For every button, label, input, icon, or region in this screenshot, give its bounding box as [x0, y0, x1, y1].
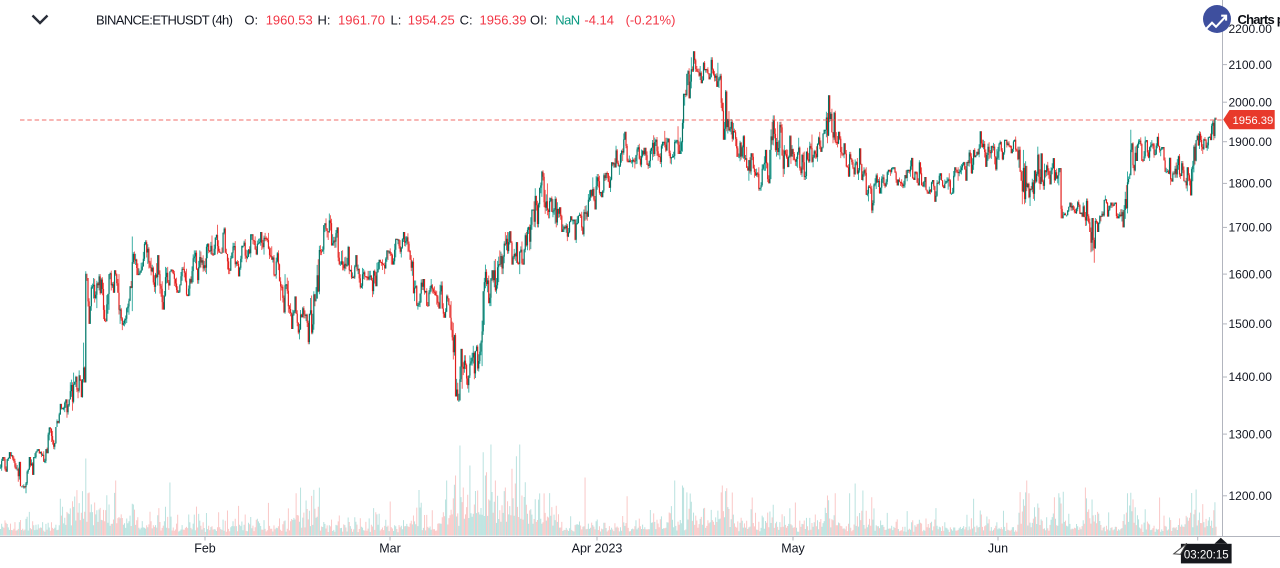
svg-text:03:20:15: 03:20:15 [1184, 549, 1229, 561]
svg-text:1900.00: 1900.00 [1229, 135, 1273, 149]
svg-text:1800.00: 1800.00 [1229, 177, 1273, 191]
svg-text:2000.00: 2000.00 [1229, 95, 1273, 109]
svg-text:1600.00: 1600.00 [1229, 267, 1273, 281]
svg-text:Charts pow: Charts pow [1238, 12, 1280, 27]
svg-text:Jun: Jun [988, 542, 1008, 556]
svg-text:BINANCE:ETHUSDT (4h)O:1960.53H: BINANCE:ETHUSDT (4h) O: 1960.53 H: 1961.70 L:… [96, 13, 675, 28]
svg-text:2200.00: 2200.00 [1229, 22, 1273, 36]
svg-text:1700.00: 1700.00 [1229, 221, 1273, 235]
svg-text:1400.00: 1400.00 [1229, 370, 1273, 384]
svg-text:Apr 2023: Apr 2023 [572, 542, 623, 556]
svg-text:1500.00: 1500.00 [1229, 317, 1273, 331]
svg-text:Feb: Feb [194, 542, 216, 556]
svg-text:May: May [781, 542, 805, 556]
svg-text:Mar: Mar [379, 542, 401, 556]
svg-text:1956.39: 1956.39 [1233, 115, 1274, 127]
svg-text:2100.00: 2100.00 [1229, 58, 1273, 72]
svg-text:1200.00: 1200.00 [1229, 489, 1273, 503]
svg-text:1300.00: 1300.00 [1229, 427, 1273, 441]
